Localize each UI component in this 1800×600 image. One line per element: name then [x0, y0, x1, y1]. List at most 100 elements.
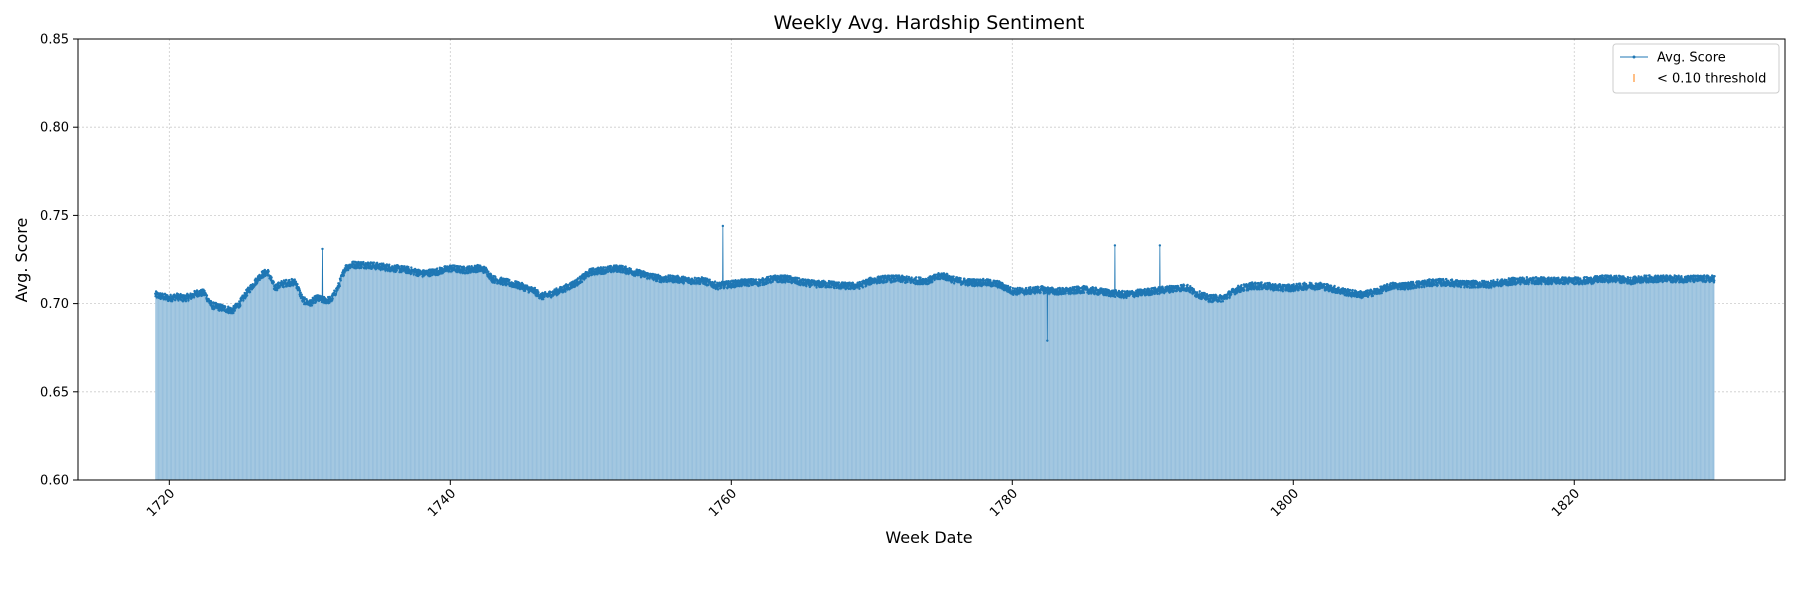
data-point — [298, 289, 302, 292]
data-point — [740, 283, 744, 287]
data-point — [533, 292, 536, 295]
data-point — [829, 286, 833, 289]
data-point — [541, 291, 544, 295]
data-point — [407, 265, 410, 269]
data-point — [805, 284, 808, 288]
data-point — [830, 280, 834, 283]
data-point — [205, 294, 209, 297]
data-point — [959, 276, 962, 280]
data-point — [919, 276, 922, 279]
data-point — [797, 277, 801, 280]
data-point — [643, 271, 647, 274]
data-point — [296, 282, 299, 286]
data-point — [505, 282, 509, 286]
data-point — [384, 269, 387, 272]
data-point — [336, 288, 339, 292]
data-point — [766, 281, 770, 285]
data-point — [533, 286, 537, 290]
data-point — [587, 274, 591, 278]
data-point — [734, 279, 737, 282]
data-point — [713, 280, 717, 283]
data-point — [906, 280, 909, 284]
data-point — [312, 301, 315, 305]
data-point — [316, 294, 320, 297]
data-point — [282, 285, 285, 289]
data-point — [886, 280, 889, 283]
data-point — [338, 284, 341, 288]
data-point — [622, 270, 625, 273]
data-point — [693, 276, 697, 280]
data-point — [233, 309, 236, 312]
data-point — [196, 292, 200, 295]
data-point — [412, 273, 415, 276]
data-point — [457, 266, 461, 270]
data-point — [314, 300, 318, 303]
data-point — [372, 261, 376, 264]
data-point — [238, 300, 241, 303]
data-point — [833, 286, 836, 290]
chart-title: Weekly Avg. Hardship Sentiment — [774, 12, 1085, 34]
data-point — [331, 297, 334, 300]
data-point — [680, 279, 683, 282]
data-point — [624, 265, 627, 268]
data-point — [187, 297, 190, 300]
data-point — [543, 295, 546, 299]
data-point — [245, 294, 249, 297]
data-point — [905, 275, 908, 278]
data-point — [333, 289, 336, 293]
data-point — [388, 263, 391, 266]
data-point — [823, 282, 827, 285]
data-point — [410, 271, 413, 275]
data-point — [192, 296, 196, 299]
data-point — [784, 281, 787, 284]
data-point — [741, 278, 745, 281]
data-point — [542, 297, 545, 301]
data-point — [689, 282, 693, 286]
data-point — [952, 275, 955, 278]
data-point — [910, 276, 913, 279]
data-point — [517, 284, 520, 288]
data-point — [313, 299, 316, 302]
data-point — [851, 281, 855, 285]
data-point — [174, 299, 177, 302]
data-point — [248, 290, 252, 294]
data-point — [646, 272, 650, 275]
data-point — [169, 293, 172, 297]
data-point — [963, 277, 966, 281]
data-point — [720, 286, 723, 290]
data-point — [755, 278, 758, 281]
data-point — [339, 277, 342, 280]
data-point — [758, 284, 762, 287]
data-point — [687, 276, 690, 280]
data-point — [716, 288, 720, 291]
data-point — [823, 280, 827, 283]
data-point — [435, 267, 439, 270]
data-point — [284, 278, 288, 282]
data-point — [564, 290, 567, 293]
data-point — [721, 224, 725, 228]
data-point — [479, 264, 482, 267]
data-point — [723, 285, 726, 289]
data-point — [224, 305, 227, 309]
data-point — [609, 264, 613, 268]
data-point — [364, 263, 367, 267]
data-point — [810, 283, 814, 287]
data-point — [321, 247, 324, 251]
data-point — [203, 289, 206, 293]
data-point — [584, 276, 587, 280]
data-point — [342, 273, 345, 277]
data-point — [766, 279, 769, 282]
data-point — [339, 279, 342, 282]
data-point — [489, 277, 492, 280]
data-point — [490, 274, 493, 277]
data-point — [587, 271, 590, 274]
data-point — [232, 311, 235, 315]
data-point — [952, 282, 956, 285]
data-point — [567, 283, 570, 286]
data-point — [861, 286, 865, 289]
data-point — [621, 264, 624, 268]
data-point — [606, 270, 610, 273]
data-point — [362, 260, 365, 264]
data-point — [815, 286, 818, 289]
data-point — [410, 266, 413, 269]
